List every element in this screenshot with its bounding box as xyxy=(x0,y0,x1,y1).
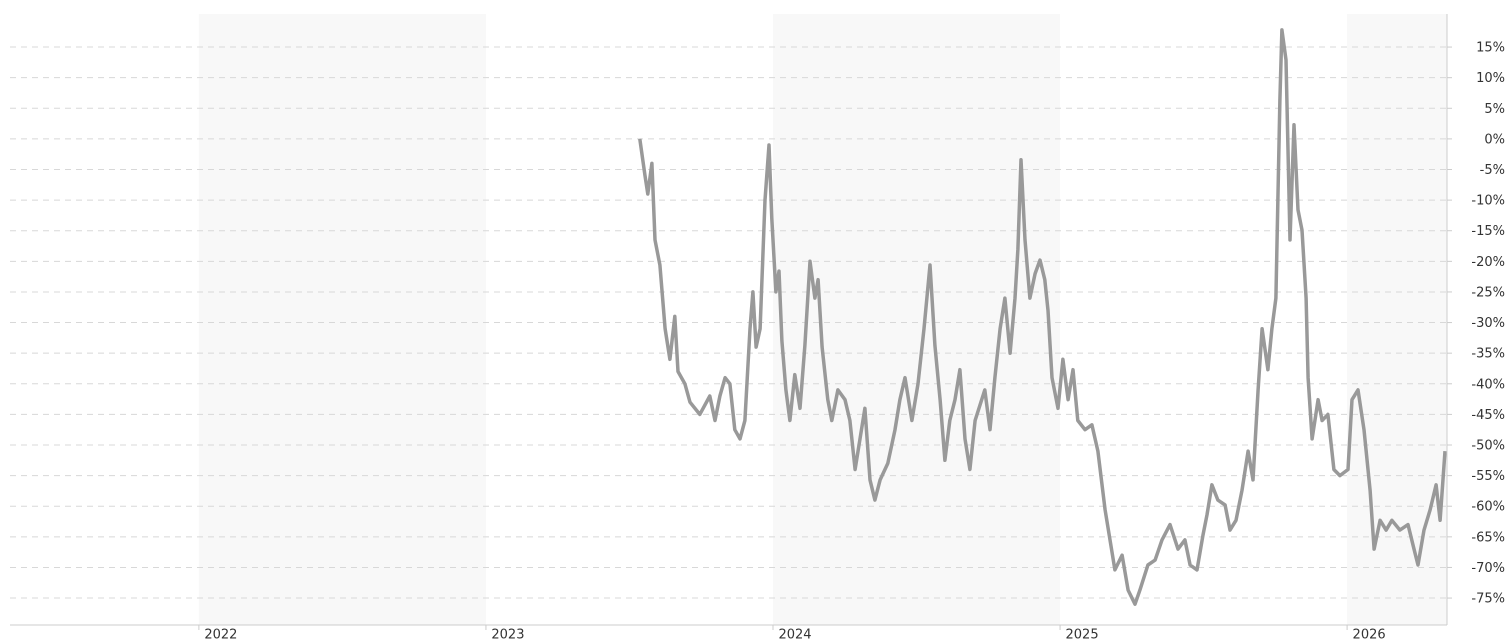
y-tick-label: -40% xyxy=(1471,377,1505,392)
series-line xyxy=(638,28,1447,606)
year-bands xyxy=(198,14,1447,625)
y-tick-label: -5% xyxy=(1480,163,1505,178)
grid xyxy=(10,46,1447,599)
x-tick-label: 2022 xyxy=(204,628,237,642)
year-band xyxy=(1347,14,1447,625)
year-band xyxy=(198,14,486,625)
y-tick-label: -10% xyxy=(1471,194,1505,209)
y-tick-label: 5% xyxy=(1484,102,1505,117)
y-tick-label: -65% xyxy=(1471,530,1505,545)
x-tick-label: 2025 xyxy=(1066,628,1099,642)
x-tick-label: 2026 xyxy=(1353,628,1386,642)
y-tick-label: 15% xyxy=(1476,41,1505,56)
x-tick-label: 2024 xyxy=(778,628,811,642)
y-tick-label: -60% xyxy=(1471,500,1505,515)
y-tick-label: -75% xyxy=(1471,592,1505,607)
y-tick-label: -20% xyxy=(1471,255,1505,270)
y-tick-label: -15% xyxy=(1471,224,1505,239)
y-tick-label: -25% xyxy=(1471,285,1505,300)
y-tick-label: -30% xyxy=(1471,316,1505,331)
year-band xyxy=(772,14,1061,625)
y-tick-label: -45% xyxy=(1471,408,1505,423)
y-tick-label: -55% xyxy=(1471,469,1505,484)
plot xyxy=(638,28,1447,606)
y-tick-label: -35% xyxy=(1471,347,1505,362)
y-tick-label: 10% xyxy=(1476,71,1505,86)
x-tick-label: 2023 xyxy=(491,628,524,642)
y-tick-label: 0% xyxy=(1484,132,1505,147)
y-tick-label: -50% xyxy=(1471,439,1505,454)
y-tick-label: -70% xyxy=(1471,561,1505,576)
